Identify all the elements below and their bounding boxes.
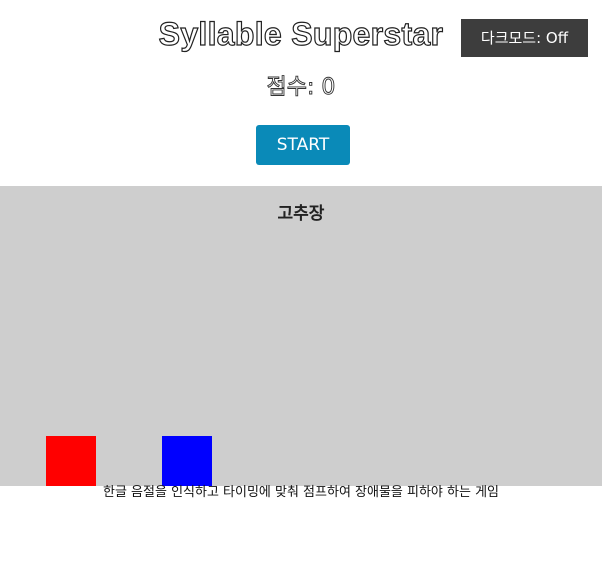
- dark-mode-toggle-button[interactable]: 다크모드: Off: [461, 19, 588, 57]
- player-block: [46, 436, 96, 486]
- obstacle-block: [162, 436, 212, 486]
- game-stage[interactable]: 고추장: [0, 186, 602, 486]
- game-title: Syllable Superstar: [158, 15, 444, 52]
- start-button[interactable]: START: [256, 125, 350, 165]
- current-syllable-word: 고추장: [277, 204, 325, 224]
- score-display: 점수: 0: [266, 75, 336, 101]
